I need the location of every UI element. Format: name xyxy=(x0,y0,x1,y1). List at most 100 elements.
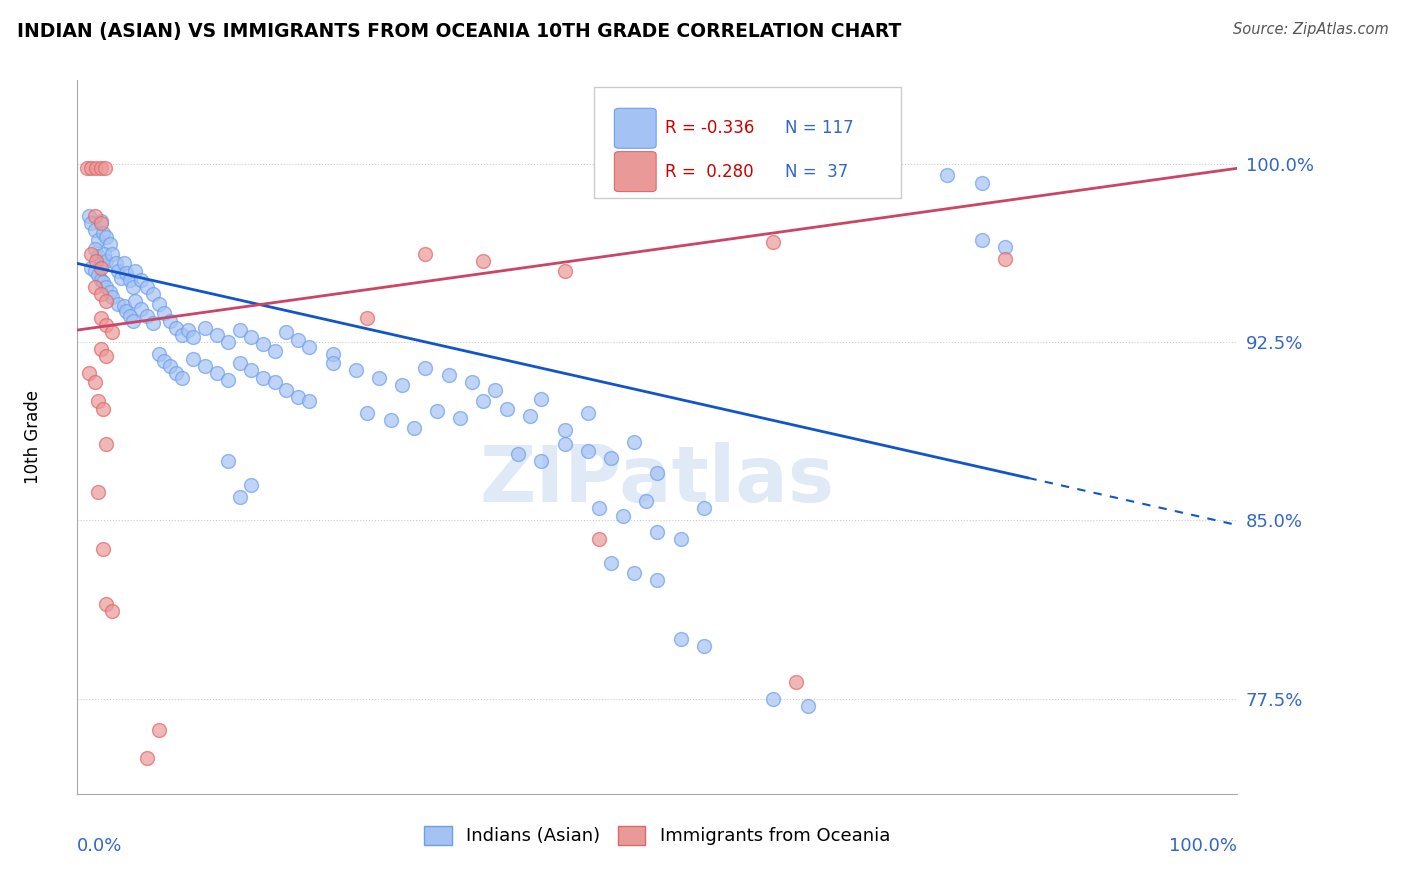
Point xyxy=(576,444,599,458)
Point xyxy=(797,698,820,713)
Point xyxy=(368,370,391,384)
Point xyxy=(600,556,623,570)
Point xyxy=(96,349,118,363)
Point xyxy=(101,326,124,340)
Text: N =  37: N = 37 xyxy=(785,162,848,180)
Point xyxy=(240,330,263,344)
Point xyxy=(87,484,110,499)
Point xyxy=(90,311,111,326)
Point xyxy=(588,501,610,516)
Point xyxy=(530,454,553,468)
Text: ZIPatlas: ZIPatlas xyxy=(479,442,835,518)
Text: R = -0.336: R = -0.336 xyxy=(665,120,755,137)
Point xyxy=(228,356,252,370)
Point xyxy=(148,347,170,361)
Point xyxy=(321,356,344,370)
Point xyxy=(83,280,105,294)
Point xyxy=(83,209,105,223)
Point xyxy=(84,254,107,268)
Point xyxy=(107,263,129,277)
Point xyxy=(90,273,111,287)
Point xyxy=(183,351,205,366)
Point xyxy=(112,256,135,270)
Point xyxy=(80,161,103,176)
Point xyxy=(472,254,495,268)
Point xyxy=(124,263,146,277)
Point xyxy=(554,263,576,277)
Point xyxy=(298,394,321,409)
Text: 0.0%: 0.0% xyxy=(77,837,122,855)
Point xyxy=(84,161,107,176)
Point xyxy=(287,333,309,347)
Point xyxy=(647,573,669,587)
Point xyxy=(669,632,692,647)
Point xyxy=(159,359,181,373)
Point xyxy=(118,273,141,287)
Point xyxy=(252,337,274,351)
Point xyxy=(228,490,252,504)
Point xyxy=(77,209,100,223)
Point xyxy=(153,306,176,320)
Point xyxy=(972,176,994,190)
Point xyxy=(142,287,165,301)
Point xyxy=(495,401,517,416)
Point xyxy=(217,373,239,387)
Point xyxy=(96,230,118,244)
Point xyxy=(449,411,471,425)
Point xyxy=(647,466,669,480)
Point xyxy=(170,370,193,384)
Point xyxy=(669,533,692,547)
Point xyxy=(96,437,118,451)
Text: INDIAN (ASIAN) VS IMMIGRANTS FROM OCEANIA 10TH GRADE CORRELATION CHART: INDIAN (ASIAN) VS IMMIGRANTS FROM OCEANI… xyxy=(17,22,901,41)
Point xyxy=(183,330,205,344)
Point xyxy=(263,376,285,390)
Point xyxy=(240,477,263,491)
Point xyxy=(530,392,553,406)
Point xyxy=(101,604,124,618)
Point xyxy=(274,383,298,397)
Point xyxy=(96,254,118,268)
Point xyxy=(77,366,100,380)
Point xyxy=(762,691,785,706)
Point xyxy=(356,311,378,326)
Point xyxy=(461,376,484,390)
Point xyxy=(176,323,198,337)
Text: R =  0.280: R = 0.280 xyxy=(665,162,754,180)
Point xyxy=(124,294,146,309)
Point xyxy=(194,320,217,334)
Point xyxy=(94,161,117,176)
Point xyxy=(80,247,103,261)
Point xyxy=(240,363,263,377)
Point xyxy=(994,252,1017,266)
Point xyxy=(87,233,110,247)
Point xyxy=(104,256,127,270)
Point xyxy=(274,326,298,340)
Point xyxy=(402,420,425,434)
Point xyxy=(519,409,541,423)
Point xyxy=(80,261,103,276)
Point xyxy=(91,401,114,416)
Point xyxy=(115,266,138,280)
Point xyxy=(101,290,124,304)
FancyBboxPatch shape xyxy=(614,108,657,148)
Point xyxy=(91,276,114,290)
Point xyxy=(101,247,124,261)
Point xyxy=(93,247,115,261)
Point xyxy=(194,359,217,373)
Text: N = 117: N = 117 xyxy=(785,120,853,137)
Point xyxy=(228,323,252,337)
Point xyxy=(135,309,157,323)
Point xyxy=(380,413,402,427)
Point xyxy=(90,261,111,276)
Point xyxy=(87,394,110,409)
Point xyxy=(96,318,118,333)
Point xyxy=(96,280,118,294)
Point xyxy=(391,377,413,392)
Point xyxy=(217,454,239,468)
Text: 10th Grade: 10th Grade xyxy=(24,390,42,484)
Point xyxy=(600,451,623,466)
Point xyxy=(693,640,716,654)
Point xyxy=(785,675,807,690)
Point xyxy=(142,316,165,330)
Point xyxy=(972,233,994,247)
